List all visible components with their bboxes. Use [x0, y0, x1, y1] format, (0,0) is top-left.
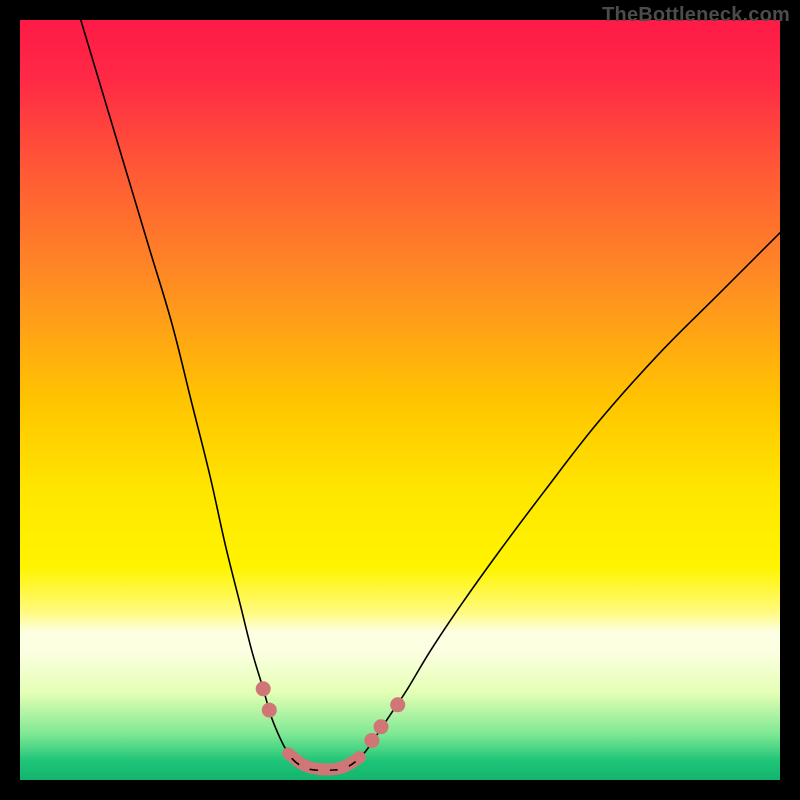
marker-band-node	[318, 763, 330, 775]
marker-dot	[256, 681, 271, 696]
marker-band-node	[299, 760, 311, 772]
bottleneck-plot	[0, 0, 800, 800]
marker-band-node	[337, 761, 349, 773]
marker-band-node	[282, 747, 294, 759]
chart-root: TheBottleneck.com	[0, 0, 800, 800]
attribution-text: TheBottleneck.com	[602, 4, 790, 27]
gradient-background	[20, 20, 780, 780]
marker-band-node	[354, 751, 366, 763]
marker-dot	[374, 719, 389, 734]
marker-dot	[364, 733, 379, 748]
marker-dot	[390, 697, 405, 712]
marker-dot	[262, 703, 277, 718]
